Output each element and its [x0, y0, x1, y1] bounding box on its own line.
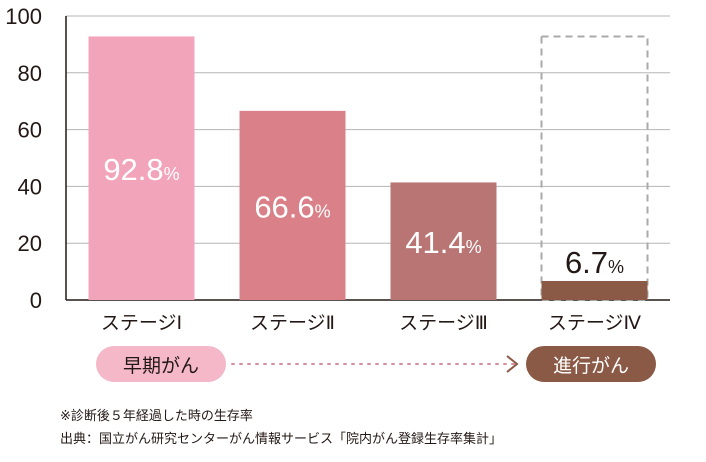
x-tick-label: ステージⅡ — [250, 312, 335, 334]
bar — [541, 280, 648, 300]
data-label: 92.8% — [103, 152, 179, 187]
y-tick-label: 60 — [18, 118, 42, 143]
bar — [239, 110, 346, 300]
advanced-cancer-text: 進行がん — [552, 354, 629, 377]
early-cancer-label: 早期がん — [96, 346, 226, 382]
y-tick-label: 0 — [30, 288, 42, 313]
y-tick-label: 80 — [18, 61, 42, 86]
bar — [88, 36, 195, 301]
y-tick-label: 40 — [18, 174, 42, 199]
footnote-source: 出典：国立がん研究センターがん情報サービス「院内がん登録生存率集計」 — [60, 432, 503, 447]
data-label: 41.4% — [405, 225, 481, 260]
data-label: 6.7% — [565, 245, 624, 280]
data-label: 66.6% — [254, 189, 330, 224]
footnote-note: ※診断後５年経過した時の生存率 — [60, 409, 253, 424]
x-tick-label: ステージⅣ — [548, 312, 642, 334]
bar — [390, 182, 497, 300]
y-tick-label: 20 — [18, 231, 42, 256]
advanced-cancer-label: 進行がん — [526, 346, 656, 382]
y-tick-label: 100 — [5, 4, 42, 29]
progression-arrowhead-icon — [506, 355, 519, 373]
x-tick-label: ステージⅠ — [101, 312, 182, 334]
x-tick-label: ステージⅢ — [399, 312, 488, 334]
early-cancer-text: 早期がん — [122, 354, 199, 377]
